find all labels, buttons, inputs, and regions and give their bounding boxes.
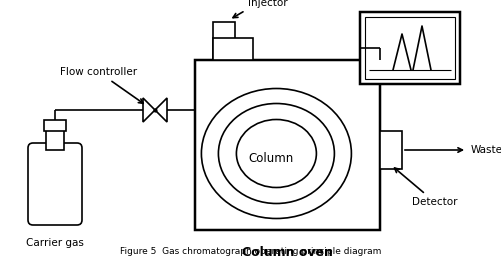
Text: Flow controller: Flow controller [60,67,143,103]
Polygon shape [143,98,155,122]
FancyBboxPatch shape [28,143,82,225]
Text: Column oven: Column oven [241,246,332,258]
Text: Waste: Waste [470,145,501,155]
Text: Detector: Detector [394,168,456,207]
Bar [44,120,66,131]
Text: Sample
injector: Sample injector [232,0,287,18]
Polygon shape [155,98,167,122]
Bar [212,22,234,60]
Bar [194,60,379,230]
Bar [212,38,253,60]
Text: Column: Column [248,152,294,165]
Bar [359,12,459,84]
Text: Carrier gas: Carrier gas [26,238,84,248]
Bar [46,128,64,150]
Bar [379,131,401,169]
Bar [364,17,454,79]
Text: Figure 5  Gas chromatograph operating principle diagram: Figure 5 Gas chromatograph operating pri… [120,247,381,256]
